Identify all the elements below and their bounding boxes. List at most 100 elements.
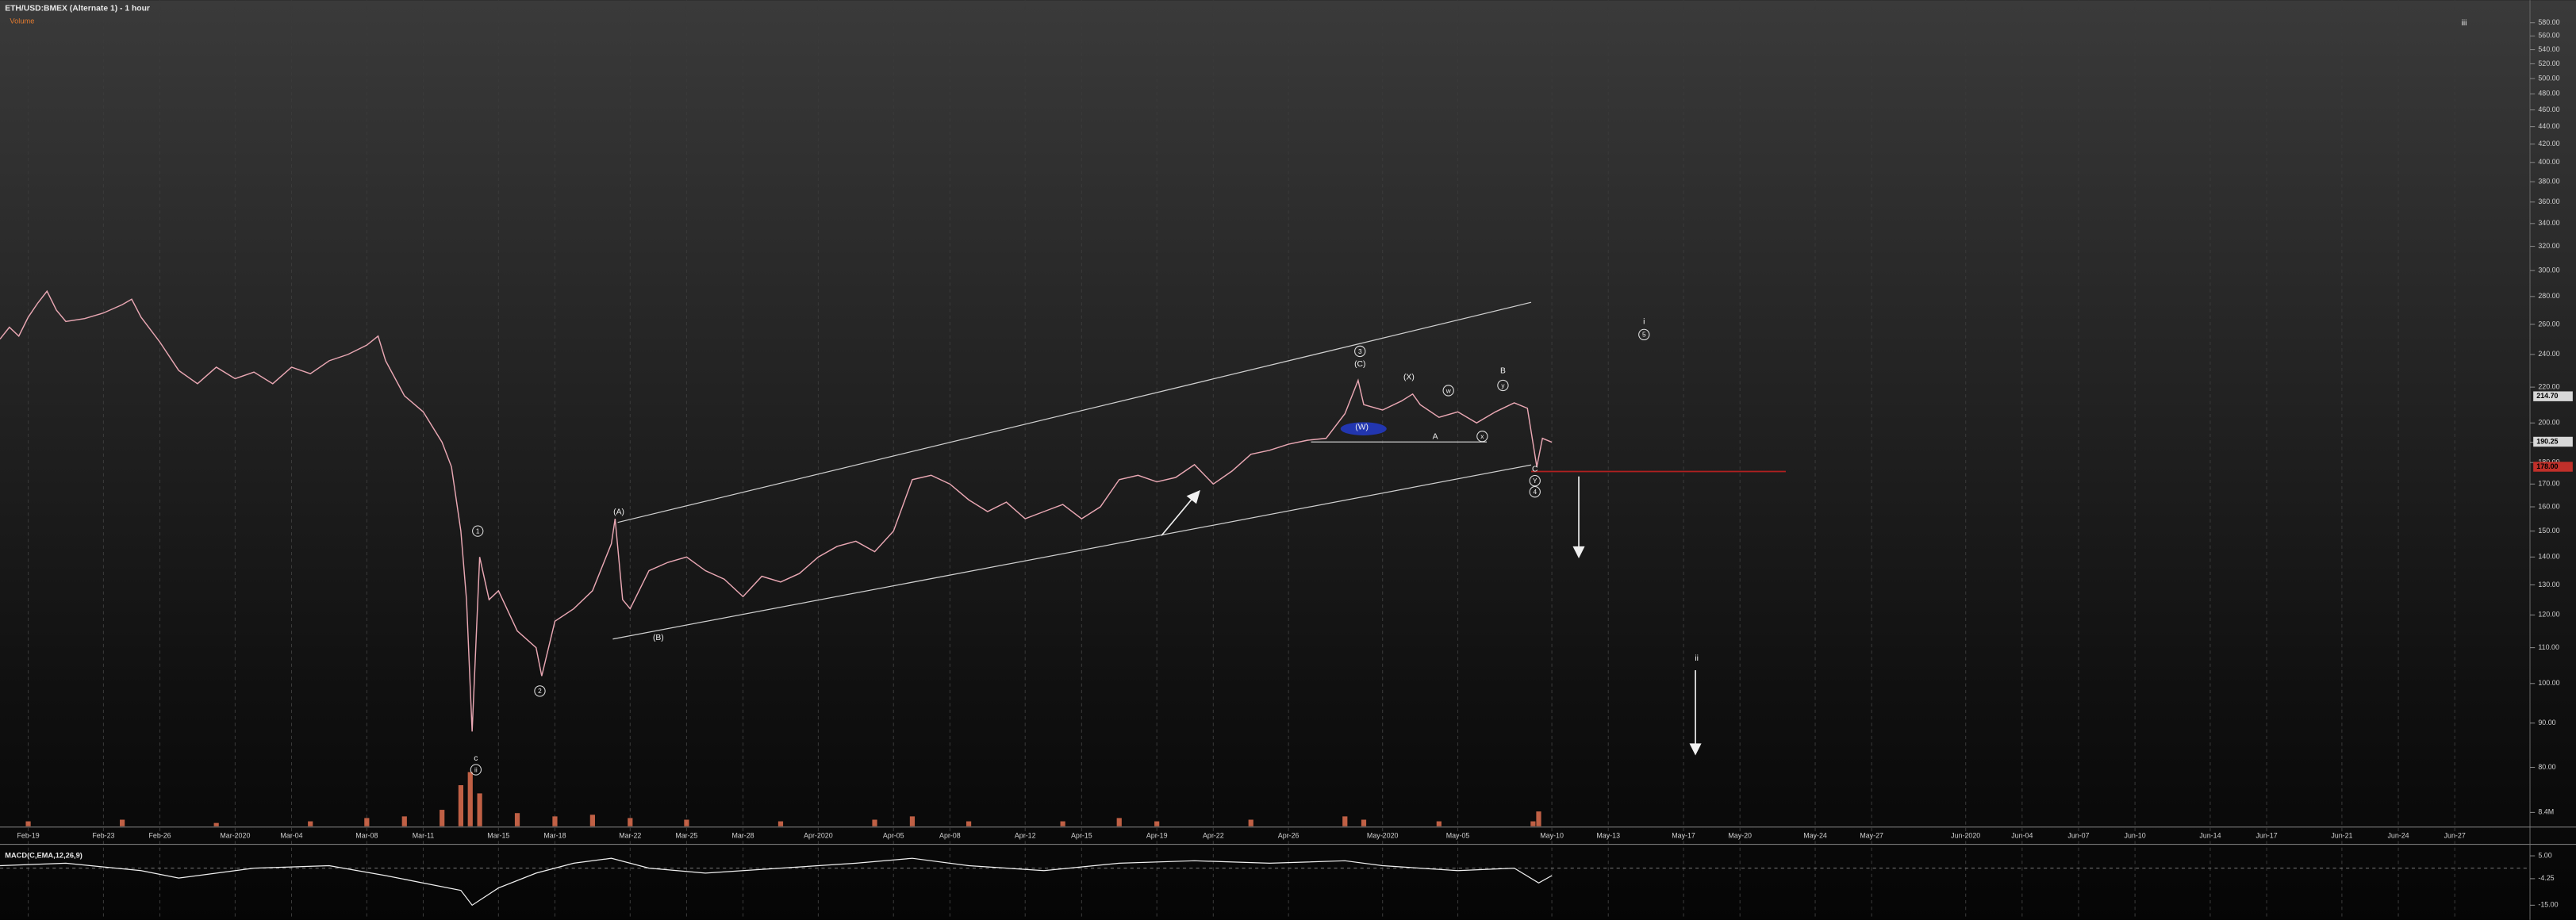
arrow (1161, 496, 1196, 536)
y-tick-label: -4.25 (2538, 874, 2554, 882)
annotation: C (1532, 466, 1538, 474)
x-tick-label: Mar-15 (487, 832, 509, 840)
volume-bar (628, 818, 633, 826)
volume-bar (909, 816, 916, 826)
y-tick-label: 360.00 (2538, 197, 2559, 205)
volume-title: Volume (10, 17, 34, 25)
x-tick-label: Apr-08 (939, 832, 961, 840)
annotation-circle (1529, 486, 1541, 498)
annotation: 2 (538, 688, 542, 695)
y-tick-label: 110.00 (2538, 643, 2559, 651)
y-tick-label: 520.00 (2538, 59, 2559, 67)
grid (28, 0, 2455, 920)
annotation-circle (1442, 385, 1454, 397)
y-tick-label: 340.00 (2538, 219, 2559, 227)
y-tick-label: 120.00 (2538, 611, 2559, 619)
x-tick-label: May-20 (1728, 832, 1752, 840)
x-tick-label: Apr-05 (883, 832, 904, 840)
price-tag-label: 214.70 (2536, 392, 2558, 400)
arrow-head (1186, 489, 1200, 504)
x-tick-label: May-27 (1860, 832, 1883, 840)
annotation: ii (474, 766, 478, 773)
y-tick-label: 400.00 (2538, 158, 2559, 166)
volume-bar (1154, 821, 1160, 826)
volume-bar (25, 821, 31, 826)
arrow-head (1689, 743, 1702, 756)
y-tick-label: 200.00 (2538, 419, 2559, 427)
x-tick-label: Feb-23 (92, 832, 114, 840)
y-tick-label: -15.00 (2538, 901, 2558, 909)
volume-bar (308, 821, 313, 826)
x-tick-label: Apr-12 (1015, 832, 1036, 840)
highlight (1340, 422, 1387, 435)
x-tick-label: Apr-15 (1071, 832, 1092, 840)
annotation: (W) (1355, 423, 1369, 431)
x-tick-label: Mar-22 (619, 832, 641, 840)
volume-bar (514, 813, 520, 826)
volume-bar (1248, 819, 1253, 826)
y-tick-label: 220.00 (2538, 382, 2559, 390)
annotation: ii (1695, 654, 1699, 663)
y-tick-label: 160.00 (2538, 502, 2559, 510)
price-tag-label: 190.25 (2536, 437, 2558, 445)
arrows (1161, 476, 1702, 756)
volume-bar (477, 793, 482, 826)
annotation: B (1500, 366, 1506, 375)
x-tick-label: Apr-2020 (804, 832, 833, 840)
x-tick-label: Jun-2020 (1951, 832, 1980, 840)
y-tick-label: 420.00 (2538, 140, 2559, 148)
volume-bar (872, 819, 877, 826)
annotation: w (1445, 387, 1451, 394)
y-tick-label: 480.00 (2538, 90, 2559, 98)
y-tick-label: 500.00 (2538, 74, 2559, 82)
x-tick-label: Mar-04 (280, 832, 302, 840)
y-tick-label: 460.00 (2538, 105, 2559, 113)
x-tick-label: Jun-24 (2387, 832, 2409, 840)
x-tick-label: May-13 (1596, 832, 1620, 840)
x-tick-label: Jun-27 (2444, 832, 2466, 840)
x-tick-label: Jun-21 (2331, 832, 2352, 840)
x-tick-label: Mar-2020 (220, 832, 250, 840)
x-tick-label: May-24 (1803, 832, 1827, 840)
volume-bar (1361, 819, 1367, 826)
annotation: (B) (653, 634, 664, 642)
annotation: y (1501, 382, 1505, 389)
y-tick-label: 170.00 (2538, 480, 2559, 488)
y-tick-label: 150.00 (2538, 527, 2559, 535)
y-tick-label: 80.00 (2538, 763, 2555, 771)
x-tick-label: Jun-10 (2125, 832, 2146, 840)
x-tick-label: Jun-14 (2199, 832, 2221, 840)
annotation-circle (472, 525, 484, 537)
y-tick-label: 140.00 (2538, 553, 2559, 561)
x-tick-label: Mar-28 (731, 832, 754, 840)
volume-bar (1342, 816, 1348, 826)
x-tick-label: Apr-26 (1278, 832, 1300, 840)
volume-bar (1060, 821, 1065, 826)
annotation: 4 (1533, 489, 1537, 496)
x-tick-label: Jun-04 (2011, 832, 2033, 840)
annotation: 1 (476, 527, 480, 535)
y-tick-label: 380.00 (2538, 177, 2559, 185)
price-line (0, 289, 1553, 732)
volume-bar (364, 818, 370, 826)
y-tick-label: 90.00 (2538, 719, 2555, 726)
x-tick-label: Jun-17 (2255, 832, 2277, 840)
annotation: (X) (1403, 374, 1415, 382)
macd-line (0, 857, 1553, 907)
y-tick-label: 240.00 (2538, 350, 2559, 358)
x-tick-label: May-17 (1672, 832, 1695, 840)
price-tag-label: 178.00 (2536, 462, 2558, 470)
annotation-circle (1529, 475, 1541, 487)
y-tick-label: 8.4M (2538, 808, 2554, 816)
annotation: A (1433, 433, 1438, 442)
y-tick-label: 100.00 (2538, 679, 2559, 687)
chart-title: ETH/USD:BMEX (Alternate 1) - 1 hour (5, 4, 150, 13)
annotation: 5 (1642, 332, 1646, 339)
x-tick-label: May-05 (1446, 832, 1470, 840)
volume-bar (777, 821, 784, 826)
x-tick-label: Feb-26 (148, 832, 171, 840)
y-tick-label: 260.00 (2538, 320, 2559, 328)
